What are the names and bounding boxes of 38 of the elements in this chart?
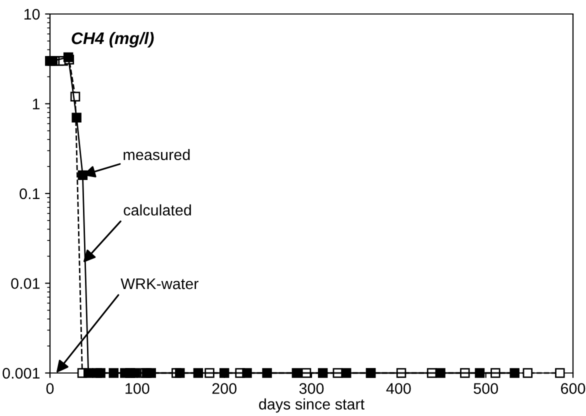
point — [242, 368, 252, 378]
point — [146, 368, 156, 378]
x-tick-label: 300 — [299, 383, 324, 394]
point — [78, 170, 88, 180]
x-tick-label: 100 — [126, 383, 150, 394]
y-tick-label: 0.1 — [20, 188, 40, 200]
annotation: calculated — [124, 204, 191, 216]
point — [130, 368, 140, 378]
x-tick-label: 600 — [561, 383, 586, 394]
point — [474, 368, 485, 378]
x-tick-label: 200 — [212, 383, 236, 394]
y-tick-label: 0.01 — [11, 278, 40, 289]
point — [175, 368, 185, 378]
point — [522, 368, 533, 378]
annotation: WRK-water — [120, 278, 198, 290]
point — [108, 368, 118, 378]
point — [318, 368, 328, 378]
x-axis-title: days since start — [259, 398, 364, 413]
point — [72, 112, 82, 123]
y-tick-label: 1 — [32, 98, 40, 110]
point — [510, 368, 520, 378]
x-tick-label: 400 — [386, 383, 411, 394]
point — [96, 368, 106, 378]
point — [555, 368, 565, 378]
annotation: measured — [124, 148, 190, 160]
y-tick-label: 0.001 — [2, 368, 40, 379]
point — [193, 368, 204, 378]
point — [63, 52, 74, 62]
point — [219, 368, 230, 378]
y-tick-label: 10 — [24, 8, 40, 20]
point — [436, 368, 446, 378]
x-tick-label: 0 — [46, 383, 54, 394]
point — [83, 368, 94, 378]
point — [262, 368, 272, 378]
text: CH4 (mg/l) — [72, 32, 154, 48]
x-tick-label: 500 — [474, 383, 498, 394]
point — [292, 368, 302, 378]
point — [342, 368, 352, 378]
